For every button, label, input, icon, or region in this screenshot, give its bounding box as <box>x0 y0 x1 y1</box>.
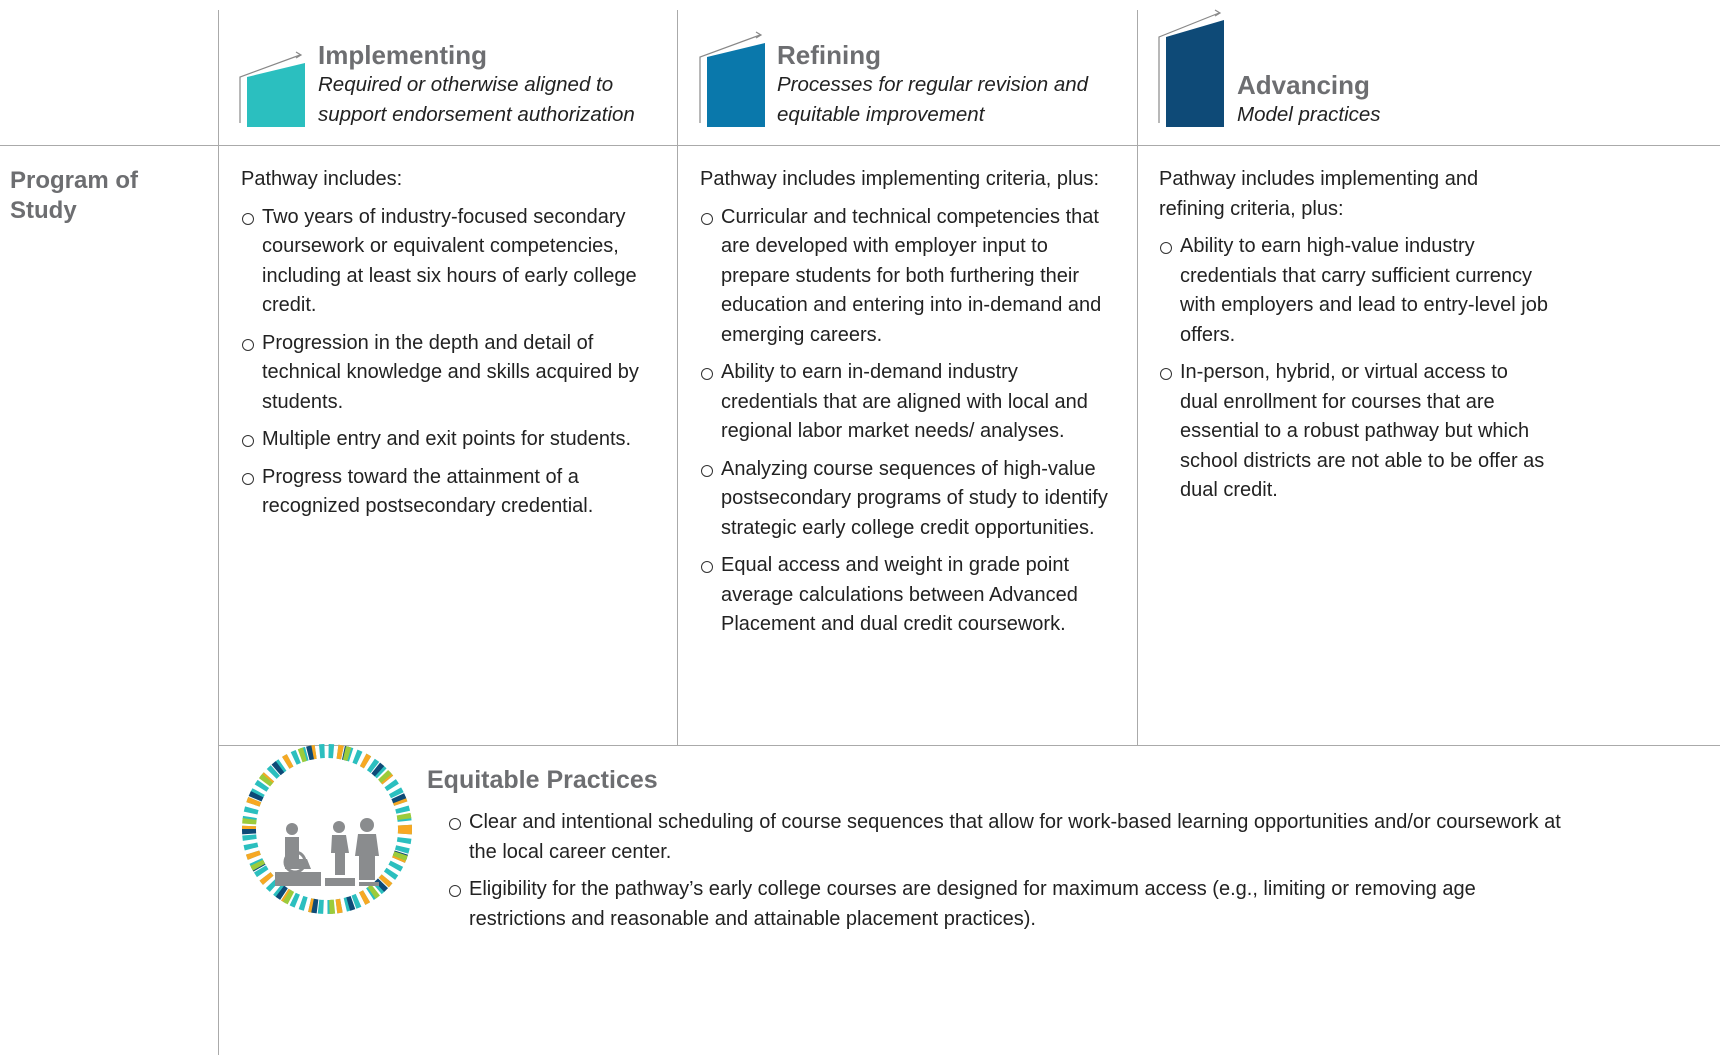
level-icons <box>239 9 1224 127</box>
list-item: Eligibility for the pathway’s early coll… <box>448 875 1568 934</box>
list-item: Equal access and weight in grade point a… <box>700 551 1120 640</box>
list-item: Progression in the depth and detail of t… <box>241 329 666 418</box>
cell-intro: Pathway includes implementing criteria, … <box>700 168 1100 190</box>
divider <box>218 745 1720 746</box>
cell-intro: Pathway includes: <box>241 168 403 190</box>
level-header: Advancing Model practices <box>1237 70 1587 130</box>
list-item: Multiple entry and exit points for stude… <box>241 425 666 455</box>
list-item: Analyzing course sequences of high-value… <box>700 455 1120 544</box>
level-header: Implementing Required or otherwise align… <box>318 40 668 129</box>
divider <box>677 10 678 745</box>
list-item: Clear and intentional scheduling of cour… <box>448 808 1568 867</box>
cell: Pathway includes implementing and refini… <box>1159 165 1549 506</box>
section-list: Clear and intentional scheduling of cour… <box>448 800 1568 934</box>
cell: Pathway includes implementing criteria, … <box>700 165 1120 640</box>
list-item: Ability to earn high-value industry cred… <box>1159 232 1549 350</box>
level-header: Refining Processes for regular revision … <box>777 40 1127 129</box>
equity-icon <box>242 744 412 914</box>
level-title: Refining <box>777 40 881 70</box>
level-title: Implementing <box>318 40 488 70</box>
list-item: Two years of industry-focused secondary … <box>241 203 666 321</box>
list-item: In-person, hybrid, or virtual access to … <box>1159 358 1549 506</box>
level-subtitle: Required or otherwise aligned to support… <box>318 73 635 126</box>
level-subtitle: Model practices <box>1237 103 1381 126</box>
level-subtitle: Processes for regular revision and equit… <box>777 73 1089 126</box>
section-title: Equitable Practices <box>427 766 658 794</box>
divider <box>1137 10 1138 745</box>
list-item: Curricular and technical competencies th… <box>700 203 1120 351</box>
row-label: Program of Study <box>10 167 139 224</box>
level-title: Advancing <box>1237 70 1370 100</box>
cell-intro: Pathway includes implementing and refini… <box>1159 168 1479 220</box>
divider <box>218 10 219 1055</box>
divider <box>0 145 1720 146</box>
cell: Pathway includes: Two years of industry-f… <box>241 165 666 522</box>
list-item: Progress toward the attainment of a reco… <box>241 463 666 522</box>
list-item: Ability to earn in-demand industry crede… <box>700 358 1120 447</box>
